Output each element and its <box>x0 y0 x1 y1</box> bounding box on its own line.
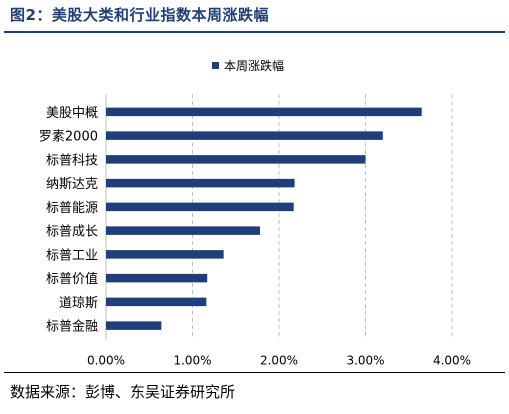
category-label: 罗素2000 <box>39 130 98 145</box>
x-tick-labels: 0.00% 1.00% 2.00% 3.00% 4.00% <box>87 354 471 368</box>
bar <box>106 155 366 164</box>
bars <box>106 107 422 330</box>
category-label: 标普科技 <box>46 153 98 168</box>
x-tick-label: 4.00% <box>433 354 471 368</box>
category-label: 标普成长 <box>46 225 98 240</box>
source-rule <box>4 372 505 373</box>
bar <box>106 202 294 212</box>
category-label: 纳斯达克 <box>46 177 98 192</box>
bar <box>106 297 207 307</box>
category-label: 标普工业 <box>46 248 98 263</box>
legend-label: 本周涨跌幅 <box>224 58 284 73</box>
legend: 本周涨跌幅 <box>212 58 284 73</box>
x-tick-label: 2.00% <box>260 354 298 368</box>
figure-source: 数据来源：彭博、东吴证券研究所 <box>10 383 236 401</box>
bar <box>106 321 162 330</box>
bar <box>106 131 383 140</box>
x-tick-label: 0.00% <box>87 354 125 368</box>
title-rule <box>4 31 505 33</box>
bar <box>106 178 295 188</box>
figure-title: 图2：美股大类和行业指数本周涨跌幅 <box>10 6 269 24</box>
category-label: 美股中概 <box>46 106 98 121</box>
category-label: 道琼斯 <box>59 296 98 311</box>
bar <box>106 107 422 117</box>
x-tick-label: 1.00% <box>173 354 211 368</box>
category-label: 标普价值 <box>46 271 98 287</box>
bar <box>106 226 260 235</box>
x-tick-label: 3.00% <box>346 354 384 368</box>
bar <box>106 250 224 259</box>
bar <box>106 273 208 283</box>
legend-swatch <box>212 62 219 69</box>
category-label: 标普金融 <box>46 319 98 335</box>
category-label: 标普能源 <box>46 201 98 216</box>
figure-header: 图2：美股大类和行业指数本周涨跌幅 <box>0 0 509 32</box>
